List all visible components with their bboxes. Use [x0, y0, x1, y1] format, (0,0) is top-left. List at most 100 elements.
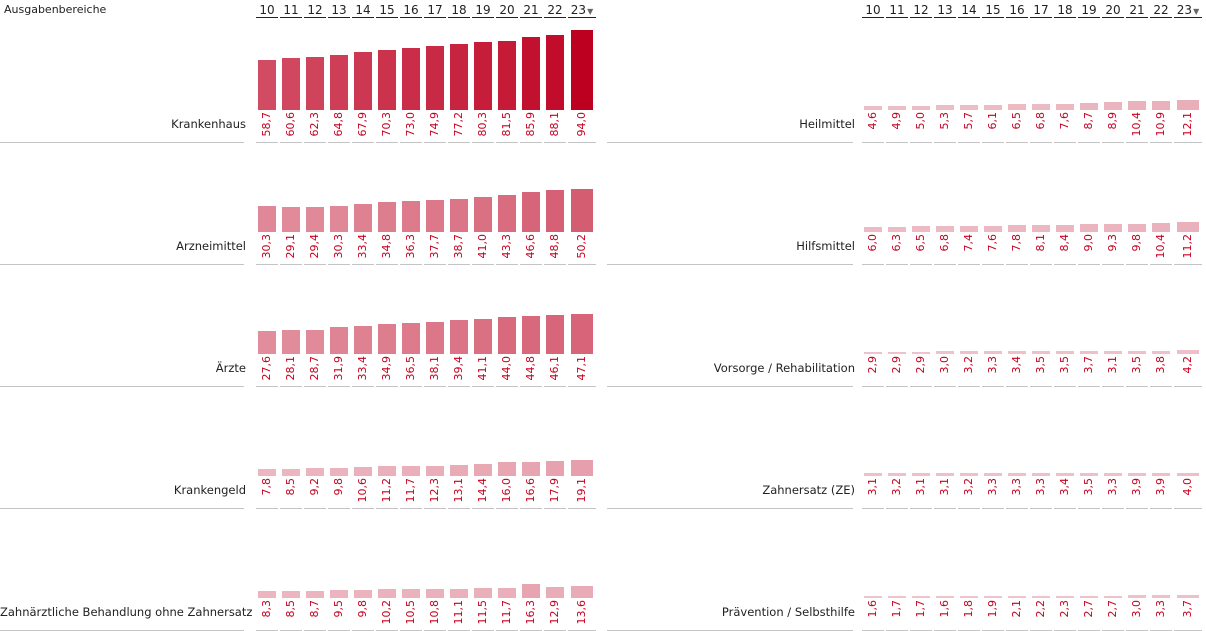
bar-12[interactable] [912, 473, 930, 476]
bar-19[interactable] [474, 319, 492, 354]
bar-10[interactable] [864, 351, 882, 354]
bar-11[interactable] [282, 58, 300, 110]
bar-20[interactable] [1104, 102, 1122, 110]
year-header-17[interactable]: 17 [1030, 2, 1052, 18]
bar-13[interactable] [936, 226, 954, 232]
bar-14[interactable] [960, 596, 978, 598]
bar-22[interactable] [1152, 472, 1170, 476]
bar-16[interactable] [402, 466, 420, 476]
bar-10[interactable] [864, 473, 882, 476]
bar-10[interactable] [258, 206, 276, 232]
bar-16[interactable] [1008, 596, 1026, 598]
bar-10[interactable] [258, 60, 276, 110]
bar-20[interactable] [498, 40, 516, 110]
year-header-22[interactable]: 22 [1150, 2, 1172, 18]
bar-22[interactable] [1152, 595, 1170, 598]
bar-15[interactable] [984, 351, 1002, 354]
bar-20[interactable] [498, 462, 516, 476]
bar-19[interactable] [1080, 224, 1098, 232]
bar-15[interactable] [378, 324, 396, 354]
bar-16[interactable] [1008, 104, 1026, 110]
year-header-18[interactable]: 18 [1054, 2, 1076, 18]
bar-20[interactable] [1104, 224, 1122, 232]
year-header-12[interactable]: 12 [910, 2, 932, 18]
bar-15[interactable] [378, 50, 396, 110]
bar-12[interactable] [306, 206, 324, 232]
bar-21[interactable] [522, 584, 540, 598]
bar-22[interactable] [1152, 350, 1170, 354]
bar-20[interactable] [498, 195, 516, 232]
bar-23[interactable] [1177, 222, 1199, 232]
bar-15[interactable] [984, 104, 1002, 110]
bar-11[interactable] [282, 468, 300, 476]
year-header-19[interactable]: 19 [472, 2, 494, 18]
bar-18[interactable] [450, 588, 468, 598]
year-header-17[interactable]: 17 [424, 2, 446, 18]
bar-11[interactable] [888, 351, 906, 354]
bar-12[interactable] [306, 329, 324, 354]
bar-19[interactable] [1080, 595, 1098, 598]
bar-17[interactable] [426, 588, 444, 598]
bar-13[interactable] [330, 206, 348, 232]
sort-dropdown-icon[interactable]: ▼ [1193, 7, 1200, 16]
bar-10[interactable] [258, 330, 276, 354]
bar-11[interactable] [888, 105, 906, 110]
bar-14[interactable] [960, 225, 978, 232]
bar-14[interactable] [960, 105, 978, 110]
bar-19[interactable] [474, 41, 492, 110]
bar-19[interactable] [1080, 473, 1098, 476]
bar-11[interactable] [888, 226, 906, 232]
bar-11[interactable] [282, 330, 300, 354]
year-header-15[interactable]: 15 [982, 2, 1004, 18]
bar-18[interactable] [450, 464, 468, 476]
year-header-10[interactable]: 10 [862, 2, 884, 18]
bar-19[interactable] [474, 588, 492, 598]
bar-17[interactable] [1032, 596, 1050, 598]
bar-12[interactable] [912, 351, 930, 354]
bar-21[interactable] [522, 192, 540, 232]
bar-21[interactable] [1128, 101, 1146, 110]
bar-17[interactable] [426, 46, 444, 110]
bar-17[interactable] [1032, 104, 1050, 110]
sort-dropdown-icon[interactable]: ▼ [587, 7, 594, 16]
bar-21[interactable] [1128, 595, 1146, 598]
bar-13[interactable] [936, 473, 954, 476]
bar-16[interactable] [402, 201, 420, 232]
bar-12[interactable] [912, 105, 930, 110]
bar-22[interactable] [1152, 100, 1170, 110]
bar-23[interactable] [1177, 594, 1199, 598]
bar-16[interactable] [1008, 225, 1026, 232]
bar-20[interactable] [1104, 595, 1122, 598]
year-header-11[interactable]: 11 [280, 2, 302, 18]
bar-16[interactable] [402, 589, 420, 598]
bar-12[interactable] [912, 226, 930, 232]
bar-11[interactable] [282, 207, 300, 232]
year-header-16[interactable]: 16 [1006, 2, 1028, 18]
bar-13[interactable] [936, 105, 954, 110]
bar-20[interactable] [1104, 351, 1122, 354]
bar-13[interactable] [330, 326, 348, 354]
bar-22[interactable] [546, 314, 564, 354]
bar-21[interactable] [1128, 223, 1146, 232]
bar-18[interactable] [1056, 596, 1074, 598]
bar-13[interactable] [936, 596, 954, 598]
bar-20[interactable] [1104, 473, 1122, 476]
bar-15[interactable] [984, 225, 1002, 232]
year-header-21[interactable]: 21 [1126, 2, 1148, 18]
bar-16[interactable] [402, 47, 420, 110]
bar-14[interactable] [960, 351, 978, 354]
year-header-23[interactable]: 23▼ [568, 2, 596, 18]
bar-19[interactable] [474, 197, 492, 232]
bar-18[interactable] [450, 320, 468, 354]
year-header-13[interactable]: 13 [934, 2, 956, 18]
bar-14[interactable] [960, 473, 978, 476]
bar-10[interactable] [864, 596, 882, 598]
bar-19[interactable] [1080, 350, 1098, 354]
bar-23[interactable] [1177, 99, 1199, 110]
bar-18[interactable] [1056, 473, 1074, 476]
bar-15[interactable] [984, 596, 1002, 598]
year-header-14[interactable]: 14 [352, 2, 374, 18]
year-header-18[interactable]: 18 [448, 2, 470, 18]
bar-17[interactable] [1032, 351, 1050, 354]
bar-18[interactable] [1056, 224, 1074, 232]
